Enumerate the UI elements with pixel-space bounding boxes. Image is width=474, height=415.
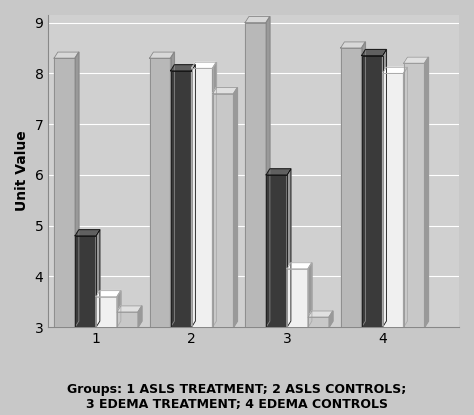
Polygon shape <box>362 49 386 56</box>
Polygon shape <box>383 67 408 73</box>
Polygon shape <box>425 57 428 327</box>
Polygon shape <box>245 17 270 22</box>
Polygon shape <box>287 269 308 327</box>
Polygon shape <box>138 306 142 327</box>
Polygon shape <box>266 17 270 327</box>
Text: Groups: 1 ASLS TREATMENT; 2 ASLS CONTROLS;
3 EDEMA TREATMENT; 4 EDEMA CONTROLS: Groups: 1 ASLS TREATMENT; 2 ASLS CONTROL… <box>67 383 407 411</box>
Polygon shape <box>329 311 333 327</box>
Polygon shape <box>149 52 174 58</box>
Polygon shape <box>403 67 408 327</box>
Polygon shape <box>245 22 266 327</box>
Polygon shape <box>403 63 425 327</box>
Polygon shape <box>287 263 312 269</box>
Polygon shape <box>308 317 329 327</box>
Polygon shape <box>212 94 234 327</box>
Polygon shape <box>266 175 287 327</box>
Polygon shape <box>340 42 365 48</box>
Polygon shape <box>362 42 365 327</box>
Polygon shape <box>308 263 312 327</box>
Polygon shape <box>191 68 212 327</box>
Polygon shape <box>96 290 121 297</box>
Polygon shape <box>171 71 191 327</box>
Polygon shape <box>287 169 291 327</box>
Polygon shape <box>75 52 79 327</box>
Polygon shape <box>171 52 174 327</box>
Polygon shape <box>191 62 217 68</box>
Polygon shape <box>117 312 138 327</box>
Y-axis label: Unit Value: Unit Value <box>15 131 29 212</box>
Polygon shape <box>75 236 96 327</box>
Polygon shape <box>383 73 403 327</box>
Polygon shape <box>362 56 383 327</box>
Polygon shape <box>96 297 117 327</box>
Polygon shape <box>75 230 100 236</box>
Polygon shape <box>234 88 237 327</box>
Polygon shape <box>383 49 386 327</box>
Polygon shape <box>54 58 75 327</box>
Polygon shape <box>117 306 142 312</box>
Polygon shape <box>171 65 195 71</box>
Polygon shape <box>191 65 195 327</box>
Polygon shape <box>212 62 217 327</box>
Polygon shape <box>212 88 237 94</box>
Polygon shape <box>117 290 121 327</box>
Polygon shape <box>266 169 291 175</box>
Polygon shape <box>403 57 428 63</box>
Polygon shape <box>308 311 333 317</box>
Polygon shape <box>340 48 362 327</box>
Polygon shape <box>96 230 100 327</box>
Polygon shape <box>149 58 171 327</box>
Polygon shape <box>54 52 79 58</box>
